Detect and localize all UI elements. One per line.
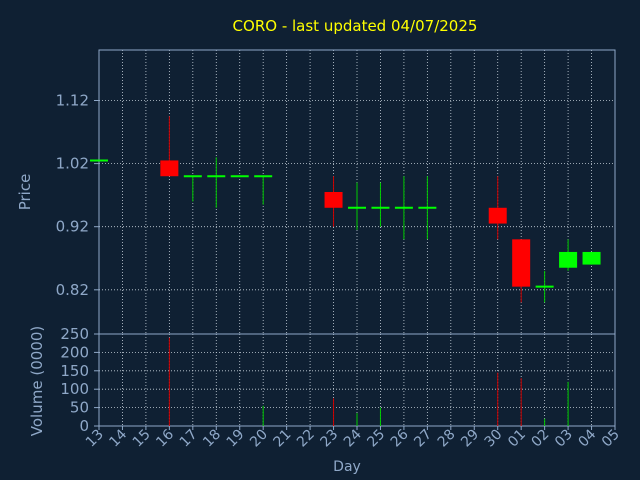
x-tick-label: 23	[317, 427, 341, 451]
x-tick-label: 18	[200, 427, 224, 451]
volume-tick-label: 200	[60, 343, 89, 361]
x-tick-label: 21	[271, 427, 295, 451]
price-axis-label: Price	[16, 174, 34, 211]
x-tick-label: 27	[411, 427, 435, 451]
volume-tick-label: 100	[60, 380, 89, 398]
x-tick-label: 19	[224, 427, 248, 451]
volume-tick-label: 250	[60, 325, 89, 343]
candle-body	[582, 251, 601, 265]
x-tick-label: 20	[247, 427, 271, 451]
x-tick-label: 17	[177, 427, 201, 451]
volume-tick-label: 0	[79, 417, 89, 435]
chart-title: CORO - last updated 04/07/2025	[233, 17, 478, 35]
x-tick-label: 03	[552, 427, 576, 451]
candle-body	[160, 160, 179, 177]
volume-tick-label: 150	[60, 362, 89, 380]
x-tick-label: 29	[458, 427, 482, 451]
price-tick-label: 1.02	[56, 155, 89, 173]
x-tick-label: 02	[529, 427, 553, 451]
candle-body	[559, 251, 578, 268]
x-tick-label: 04	[575, 426, 599, 450]
x-axis-label: Day	[333, 459, 361, 475]
price-tick-label: 1.12	[56, 91, 89, 109]
x-tick-label: 30	[482, 427, 506, 451]
x-tick-label: 28	[435, 427, 459, 451]
candle-body	[324, 192, 343, 208]
x-tick-label: 25	[364, 427, 388, 451]
x-tick-label: 01	[505, 427, 529, 451]
volume-tick-label: 50	[70, 399, 89, 417]
price-panel: 0.82 0.92 1.02 1.12	[56, 49, 616, 335]
price-tick-label: 0.82	[56, 281, 89, 299]
x-tick-label: 15	[130, 427, 154, 451]
price-tick-label: 0.92	[56, 218, 89, 236]
candle-body	[512, 239, 531, 287]
candle-body	[488, 207, 507, 224]
x-tick-label: 05	[599, 427, 623, 451]
volume-axis-label: Volume (0000)	[28, 326, 46, 436]
x-tick-label: 26	[388, 426, 412, 450]
x-tick-label: 22	[294, 427, 318, 451]
x-tick-label: 14	[106, 426, 130, 450]
x-tick-label: 16	[153, 426, 177, 450]
x-tick-label: 24	[341, 426, 365, 450]
